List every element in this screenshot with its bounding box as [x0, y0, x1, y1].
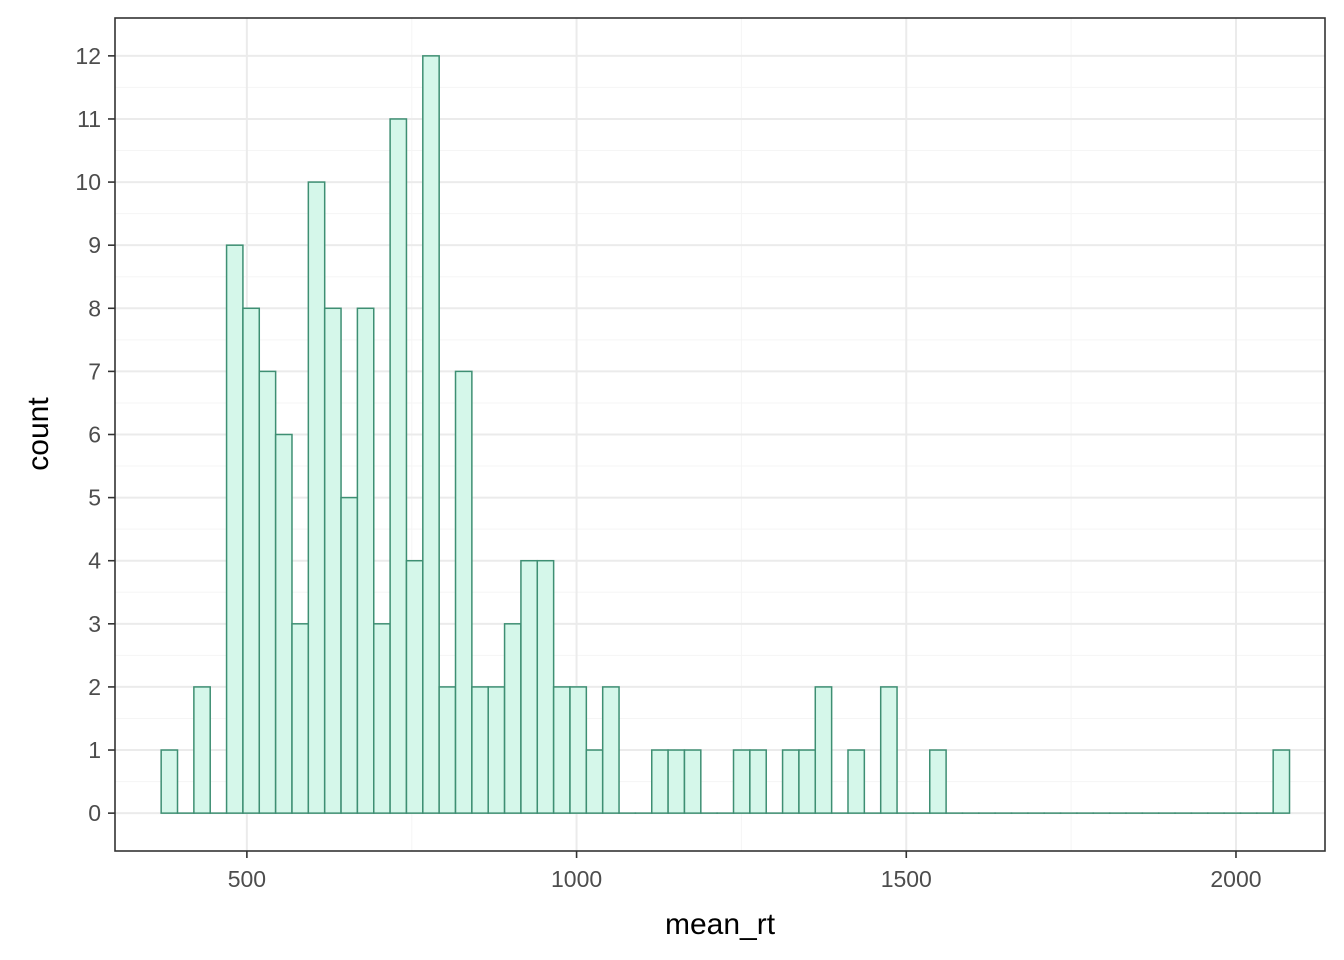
histogram-bar	[160, 749, 179, 814]
y-axis-title: count	[22, 397, 55, 471]
histogram-bar	[340, 496, 359, 814]
y-tick-label: 12	[75, 43, 101, 69]
histogram-bar	[274, 433, 293, 814]
histogram-bar	[585, 749, 604, 814]
y-tick-label: 8	[88, 295, 101, 321]
histogram-bar	[389, 118, 408, 814]
histogram-bar	[372, 623, 391, 814]
histogram-bar	[225, 244, 244, 814]
histogram-bar	[929, 749, 947, 814]
histogram-bar	[193, 686, 211, 814]
y-tick-label: 1	[88, 737, 101, 763]
y-tick-label: 9	[88, 232, 101, 258]
histogram-bar	[242, 307, 261, 814]
x-tick-label: 500	[228, 866, 266, 892]
histogram-bar	[323, 307, 342, 814]
histogram-bar	[879, 686, 898, 814]
histogram-bar	[667, 749, 686, 814]
histogram-bar	[438, 686, 457, 814]
histogram-bar	[307, 181, 326, 814]
y-tick-label: 5	[88, 485, 101, 511]
histogram-bar	[781, 749, 800, 814]
y-tick-label: 10	[75, 169, 101, 195]
histogram-bar	[651, 749, 669, 814]
histogram-bar	[405, 559, 424, 814]
histogram-bar	[422, 55, 440, 814]
histogram-bars	[160, 55, 1291, 814]
y-tick-label: 3	[88, 611, 101, 637]
y-tick-label: 7	[88, 358, 101, 384]
histogram-bar	[536, 559, 555, 814]
histogram-bar	[814, 686, 833, 814]
histogram-bar	[552, 686, 571, 814]
histogram-bar	[569, 686, 588, 814]
x-tick-label: 1000	[551, 866, 602, 892]
y-tick-label: 2	[88, 674, 101, 700]
histogram-bar	[503, 623, 522, 814]
y-tick-label: 6	[88, 422, 101, 448]
x-tick-label: 1500	[881, 866, 932, 892]
y-tick-label: 11	[77, 106, 101, 132]
histogram-bar	[601, 686, 620, 814]
histogram-bar	[749, 749, 767, 814]
x-axis-ticks: 500 1000 1500 2000	[228, 851, 1262, 892]
x-axis-title: mean_rt	[665, 908, 776, 941]
histogram-bar	[732, 749, 751, 814]
histogram-bar	[1272, 749, 1291, 814]
histogram-bar	[520, 559, 539, 814]
histogram-bar	[258, 370, 277, 814]
histogram-bar	[683, 749, 702, 814]
histogram-bar	[487, 686, 506, 814]
histogram-bar	[471, 686, 489, 814]
histogram-bar	[291, 623, 310, 814]
histogram-bar	[454, 370, 473, 814]
y-tick-label: 0	[88, 800, 101, 826]
y-tick-label: 4	[88, 548, 101, 574]
histogram-bar	[798, 749, 817, 814]
x-tick-label: 2000	[1210, 866, 1261, 892]
histogram-bar	[356, 307, 375, 814]
histogram-bar	[847, 749, 866, 814]
